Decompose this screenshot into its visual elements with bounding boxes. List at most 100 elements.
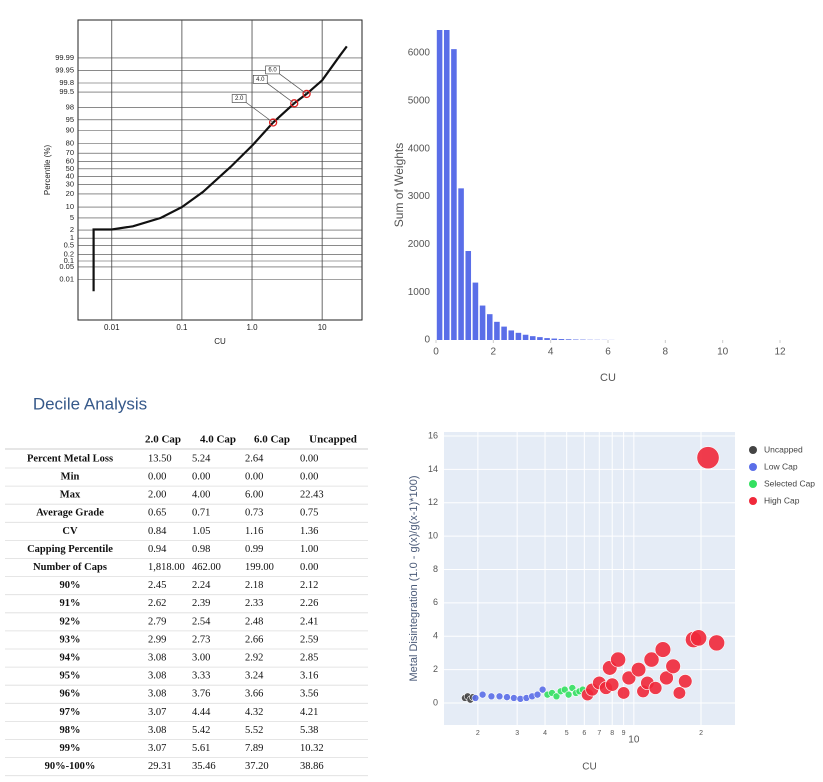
table-cell: 3.00 bbox=[192, 653, 210, 664]
table-cell: 5.42 bbox=[192, 725, 210, 736]
y-tick-label: 1 bbox=[70, 233, 74, 242]
cap-label-box bbox=[231, 94, 247, 103]
row-label: Number of Caps bbox=[33, 562, 107, 573]
table-cell: 38.86 bbox=[300, 761, 324, 772]
table-cell: 10.32 bbox=[300, 743, 324, 754]
y-tick-label: 4 bbox=[433, 631, 438, 641]
scatter-point bbox=[610, 651, 626, 668]
bar bbox=[436, 30, 443, 340]
x-tick-label: 2 bbox=[699, 730, 703, 737]
table-cell: 13.50 bbox=[148, 453, 172, 464]
legend-label: High Cap bbox=[764, 495, 800, 505]
scatter-point bbox=[643, 651, 660, 668]
bar bbox=[522, 334, 529, 340]
y-tick-label: 0 bbox=[424, 335, 430, 346]
table-heading: Decile Analysis bbox=[33, 394, 147, 413]
y-axis-label: Metal Disintegration (1.0 - g(x)/g(x-1)*… bbox=[408, 475, 420, 681]
x-tick-label: 6 bbox=[582, 730, 586, 737]
y-tick-label: 4000 bbox=[408, 143, 431, 154]
x-tick-label: 8 bbox=[610, 730, 614, 737]
table-cell: 3.07 bbox=[148, 707, 166, 718]
y-tick-label: 0 bbox=[433, 697, 438, 707]
table-cell: 5.52 bbox=[245, 725, 263, 736]
table-cell: 4.32 bbox=[245, 707, 263, 718]
x-tick-label: 12 bbox=[774, 347, 786, 358]
row-label: 95% bbox=[60, 671, 81, 682]
row-label: 97% bbox=[60, 707, 81, 718]
table-cell: 2.62 bbox=[148, 598, 166, 609]
x-axis-label: CU bbox=[600, 372, 616, 384]
y-tick-label: 6000 bbox=[408, 48, 431, 59]
table-cell: 2.18 bbox=[245, 580, 263, 591]
bar bbox=[486, 314, 493, 340]
y-tick-label: 3000 bbox=[408, 191, 431, 202]
y-tick-label: 10 bbox=[66, 202, 74, 211]
y-tick-label: 98 bbox=[66, 103, 74, 112]
table-cell: 2.24 bbox=[192, 580, 211, 591]
bar bbox=[472, 282, 479, 340]
table-cell: 0.00 bbox=[245, 472, 263, 483]
x-tick-label: 0.01 bbox=[104, 323, 120, 332]
y-tick-label: 0.01 bbox=[59, 275, 74, 284]
table-cell: 2.59 bbox=[300, 634, 318, 645]
table-cell: 4.21 bbox=[300, 707, 318, 718]
row-label: 93% bbox=[60, 634, 81, 645]
cap-label-box bbox=[265, 65, 280, 75]
table-cell: 3.08 bbox=[148, 725, 166, 736]
scatter-point bbox=[659, 670, 674, 686]
scatter-point bbox=[533, 690, 542, 699]
x-tick-label: 1.0 bbox=[246, 323, 258, 332]
table-cell: 2.79 bbox=[148, 616, 166, 627]
table-cell: 2.45 bbox=[148, 580, 166, 591]
y-tick-label: 0.05 bbox=[59, 262, 74, 271]
data-line bbox=[92, 45, 348, 292]
y-tick-label: 40 bbox=[66, 171, 74, 180]
table-cell: 2.99 bbox=[148, 634, 166, 645]
table-cell: 0.84 bbox=[148, 526, 167, 537]
y-tick-label: 1000 bbox=[408, 287, 431, 298]
table-cell: 2.12 bbox=[300, 580, 318, 591]
x-tick-label: 10 bbox=[318, 323, 327, 332]
scatter-point bbox=[648, 681, 663, 695]
bar bbox=[458, 188, 464, 340]
bar bbox=[443, 30, 450, 340]
table-cell: 2.92 bbox=[245, 653, 263, 664]
table-cell: 2.73 bbox=[192, 634, 210, 645]
y-tick-label: 95 bbox=[66, 115, 74, 124]
scatter-point bbox=[672, 686, 686, 700]
y-tick-label: 80 bbox=[66, 139, 74, 148]
row-label: Min bbox=[61, 472, 80, 483]
scatter-point bbox=[617, 686, 631, 700]
x-axis-label: CU bbox=[214, 337, 226, 346]
leader-line bbox=[267, 83, 295, 104]
row-label: Percent Metal Loss bbox=[27, 453, 113, 464]
cap-marker bbox=[302, 89, 311, 99]
scatter-point bbox=[631, 662, 647, 678]
x-tick-label: 6 bbox=[605, 347, 611, 358]
cap-marker bbox=[268, 118, 278, 127]
legend-swatch bbox=[749, 463, 757, 471]
table-cell: 1.05 bbox=[192, 526, 210, 537]
table-cell: 0.94 bbox=[148, 544, 167, 555]
table-cell: 6.00 bbox=[245, 490, 263, 501]
table-cell: 0.75 bbox=[300, 508, 318, 519]
table-cell: 3.08 bbox=[148, 671, 166, 682]
cap-label: 6.0 bbox=[268, 68, 277, 74]
scatter-point bbox=[478, 690, 487, 699]
x-tick-label: 5 bbox=[565, 730, 569, 737]
row-label: Capping Percentile bbox=[27, 544, 113, 555]
table-cell: 3.08 bbox=[148, 653, 166, 664]
row-label: 91% bbox=[60, 598, 81, 609]
table-cell: 1,818.00 bbox=[148, 562, 185, 573]
scatter-point bbox=[487, 692, 496, 701]
table-cell: 2.85 bbox=[300, 653, 318, 664]
y-tick-label: 90 bbox=[66, 126, 74, 135]
table-cell: 3.16 bbox=[300, 671, 318, 682]
x-tick-label: 4 bbox=[548, 347, 554, 358]
table-cell: 199.00 bbox=[245, 562, 274, 573]
table-cell: 0.00 bbox=[300, 472, 318, 483]
table-cell: 3.33 bbox=[192, 671, 210, 682]
table-cell: 5.38 bbox=[300, 725, 318, 736]
y-tick-label: 14 bbox=[428, 464, 438, 474]
